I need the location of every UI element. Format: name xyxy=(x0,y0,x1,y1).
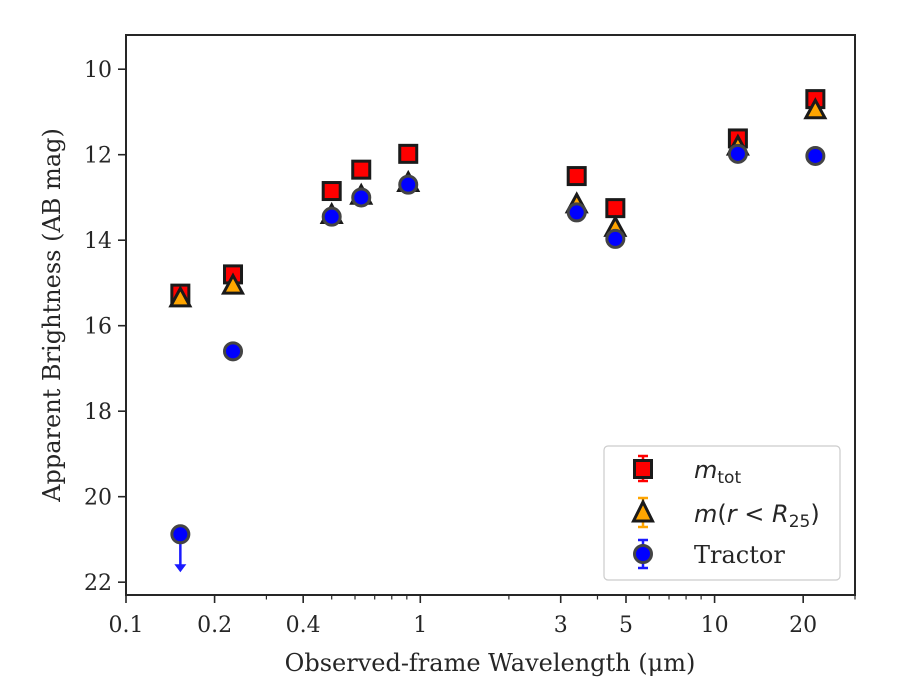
legend-marker-circle xyxy=(633,544,653,564)
tractor-point xyxy=(566,202,587,223)
x-tick-label: 5 xyxy=(619,613,633,638)
tractor-point xyxy=(351,187,372,208)
x-tick-label: 10 xyxy=(701,613,729,638)
x-tick-label: 3 xyxy=(554,613,568,638)
mtot-point xyxy=(605,198,626,219)
mtot-point xyxy=(351,159,372,180)
y-tick-label: 16 xyxy=(84,315,112,340)
y-tick-label: 14 xyxy=(84,229,112,254)
mtot-point xyxy=(321,181,342,202)
tractor-point xyxy=(223,341,244,362)
y-axis-ticks: 10 12 14 16 18 20 22 xyxy=(84,58,126,596)
legend-marker-triangle xyxy=(631,498,655,523)
mtot-point xyxy=(566,166,587,187)
tractor-point xyxy=(398,174,419,195)
tractor-point xyxy=(321,206,342,227)
legend-frame xyxy=(603,445,841,581)
legend-entry-mr25: m(r < R25) xyxy=(631,496,820,532)
x-tick-label: 0.2 xyxy=(197,613,232,638)
x-tick-label: 20 xyxy=(789,613,817,638)
mr25-point xyxy=(168,285,193,308)
tractor-point xyxy=(170,524,191,545)
mr25-point xyxy=(220,272,246,295)
tractor-point xyxy=(605,228,626,249)
tractor-point xyxy=(805,145,826,166)
upper-limit-arrow-head xyxy=(174,564,187,573)
mtot-point xyxy=(398,143,419,164)
x-tick-label: 0.4 xyxy=(286,613,321,638)
y-axis-title: Apparent Brightness (AB mag) xyxy=(38,128,66,503)
x-tick-label: 1 xyxy=(413,613,427,638)
legend-entry-tractor: Tractor xyxy=(633,538,785,570)
legend: mtot m(r < R25) Tractor xyxy=(603,445,841,581)
legend-marker-square xyxy=(633,459,653,479)
x-tick-label: 0.1 xyxy=(109,613,144,638)
y-tick-label: 12 xyxy=(84,144,112,169)
y-tick-label: 10 xyxy=(84,58,112,83)
data-marks xyxy=(168,89,828,573)
x-axis-ticks: 0.1 0.2 0.4 1 3 5 10 20 xyxy=(109,595,856,638)
legend-label-mr25: m(r < R25) xyxy=(694,500,820,532)
y-tick-label: 22 xyxy=(84,571,112,596)
mr25-point xyxy=(803,97,828,120)
legend-label-tractor: Tractor xyxy=(694,541,785,569)
y-tick-label: 20 xyxy=(84,486,112,511)
y-tick-label: 18 xyxy=(84,400,112,425)
x-axis-title: Observed-frame Wavelength (μm) xyxy=(285,649,696,677)
tractor-point xyxy=(727,143,748,164)
